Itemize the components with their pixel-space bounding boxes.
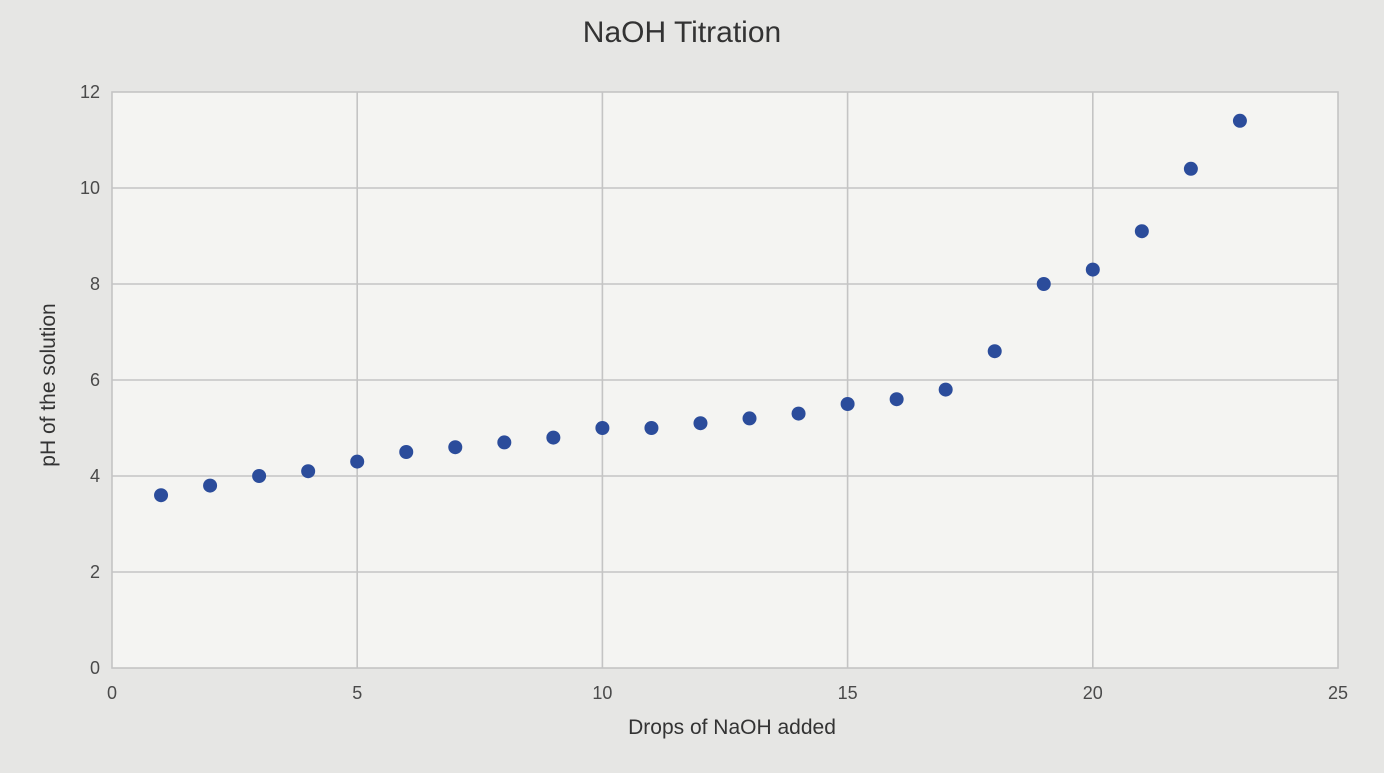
data-point-13: [742, 411, 757, 426]
vertical-gridlines: [356, 92, 1094, 668]
y-tick-label-0: 0: [90, 658, 100, 678]
data-point-22: [1183, 161, 1198, 176]
y-tick-label-4: 4: [90, 466, 100, 486]
x-tick-label-20: 20: [1083, 683, 1103, 703]
data-point-15: [840, 397, 855, 411]
x-tick-label-0: 0: [107, 683, 117, 703]
plot-area: [111, 91, 1339, 669]
data-point-3: [252, 469, 267, 483]
y-tick-label-2: 2: [90, 562, 100, 582]
data-point-6: [399, 445, 414, 459]
data-point-11: [644, 421, 659, 435]
data-point-5: [350, 454, 365, 469]
data-points: [154, 113, 1247, 503]
x-axis-label: Drops of NaOH added: [628, 716, 836, 739]
data-point-4: [301, 464, 316, 479]
data-point-18: [987, 344, 1002, 359]
data-point-12: [693, 416, 708, 431]
data-point-10: [595, 421, 610, 435]
data-point-16: [889, 392, 904, 407]
data-point-20: [1085, 262, 1100, 277]
y-tick-label-8: 8: [90, 274, 100, 294]
data-point-19: [1036, 277, 1051, 291]
x-tick-label-5: 5: [352, 683, 362, 703]
data-point-7: [448, 440, 463, 455]
data-point-23: [1232, 113, 1247, 128]
data-point-9: [546, 430, 561, 445]
y-axis-ticks: 0 2 4 6 8 10 12: [80, 82, 100, 678]
x-tick-label-15: 15: [838, 683, 858, 703]
data-point-14: [791, 406, 806, 421]
data-point-21: [1134, 224, 1149, 239]
data-point-1: [154, 488, 169, 503]
horizontal-gridlines: [112, 187, 1338, 573]
data-point-17: [938, 382, 953, 397]
y-tick-label-10: 10: [80, 178, 100, 198]
y-tick-label-12: 12: [80, 82, 100, 102]
x-tick-label-25: 25: [1328, 683, 1348, 703]
x-tick-label-10: 10: [592, 683, 612, 703]
x-axis-ticks: 0 5 10 15 20 25: [107, 683, 1348, 703]
y-axis-label: pH of the solution: [37, 303, 60, 466]
chart-title: NaOH Titration: [583, 16, 781, 49]
y-tick-label-6: 6: [90, 370, 100, 390]
data-point-8: [497, 435, 512, 450]
data-point-2: [203, 478, 218, 493]
